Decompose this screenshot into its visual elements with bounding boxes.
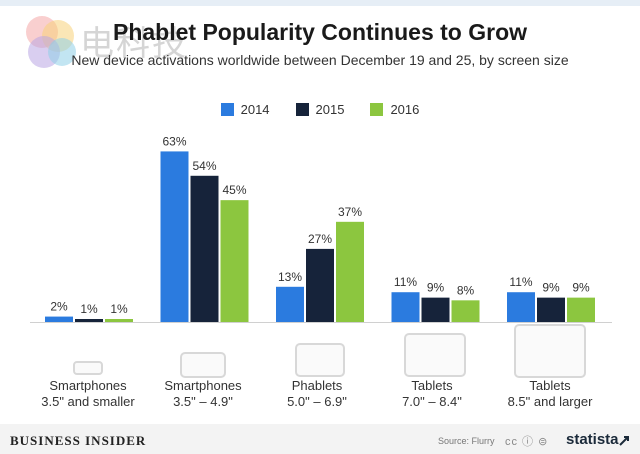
- data-label-2015: 9%: [542, 281, 560, 295]
- category-size: 3.5" – 4.9": [173, 394, 233, 409]
- source-note: Source: Flurry: [438, 436, 495, 446]
- legend-label-2015: 2015: [315, 102, 345, 117]
- data-label-2015: 54%: [192, 159, 216, 173]
- legend-swatch-2014: [220, 103, 234, 116]
- small-tablet-icon: [404, 333, 466, 377]
- category-label: Phablets 5.0" – 6.9": [257, 378, 377, 410]
- footer-bar: [0, 424, 640, 454]
- license-icons: cc ⓘ ⊜: [505, 436, 549, 448]
- category-label: Smartphones 3.5" and smaller: [28, 378, 148, 410]
- legend-item-2015: 2015: [295, 102, 345, 117]
- data-label-2016: 1%: [110, 302, 128, 316]
- data-label-2014: 11%: [394, 275, 417, 289]
- category-size: 3.5" and smaller: [41, 394, 135, 409]
- category-label: Tablets 7.0" – 8.4": [372, 378, 492, 410]
- category-name: Phablets: [291, 378, 343, 393]
- data-label-2014: 13%: [278, 270, 302, 284]
- bar-2014: [391, 292, 420, 322]
- bar-2014: [160, 151, 189, 322]
- statista-mark-icon: [619, 436, 629, 446]
- category-name: Smartphones: [49, 378, 127, 393]
- data-label-2014: 63%: [162, 134, 186, 148]
- legend: 2014 2015 2016: [0, 102, 640, 117]
- data-label-2014: 2%: [50, 300, 68, 314]
- data-label-2016: 37%: [338, 205, 362, 219]
- data-label-2014: 11%: [509, 275, 532, 289]
- data-label-2016: 8%: [457, 283, 475, 297]
- bar-2016: [567, 297, 595, 322]
- statista-logo: statista: [566, 431, 619, 448]
- category-size: 5.0" – 6.9": [287, 394, 347, 409]
- data-label-2015: 9%: [427, 281, 445, 295]
- legend-label-2016: 2016: [390, 102, 420, 117]
- category-label: Smartphones 3.5" – 4.9": [143, 378, 263, 410]
- bar-2016: [336, 221, 364, 322]
- legend-swatch-2015: [295, 103, 309, 116]
- data-label-2015: 27%: [308, 232, 332, 246]
- bar-2015: [75, 319, 103, 322]
- bar-2015: [190, 175, 219, 322]
- bar-2016: [220, 200, 249, 322]
- category-label: Tablets 8.5" and larger: [490, 378, 610, 410]
- data-label-2016: 9%: [572, 281, 590, 295]
- large-tablet-icon: [514, 324, 586, 378]
- watermark-text: 电科技: [80, 24, 188, 64]
- data-label-2016: 45%: [222, 183, 246, 197]
- bar-2015: [421, 297, 450, 322]
- legend-swatch-2016: [370, 103, 384, 116]
- legend-item-2016: 2016: [370, 102, 419, 117]
- top-band: [0, 0, 640, 6]
- small-phone-icon: [73, 361, 103, 375]
- bar-2014: [45, 316, 73, 322]
- category-size: 8.5" and larger: [507, 394, 593, 409]
- bar-2014: [276, 286, 304, 322]
- chart-title: Phablet Popularity Continues to Grow: [112, 19, 528, 45]
- legend-item-2014: 2014: [220, 102, 270, 117]
- watermark-logo-icon: [26, 16, 76, 68]
- chart-subtitle: New device activations worldwide between…: [71, 52, 569, 68]
- category-size: 7.0" – 8.4": [402, 394, 462, 409]
- bar-2016: [451, 300, 480, 322]
- data-label-2015: 1%: [80, 302, 98, 316]
- bar-2014: [507, 292, 535, 322]
- bar-2015: [306, 248, 334, 322]
- category-name: Smartphones: [164, 378, 242, 393]
- business-insider-logo: BUSINESS INSIDER: [10, 433, 147, 448]
- phablet-icon: [295, 343, 345, 377]
- category-name: Tablets: [529, 378, 571, 393]
- phone-icon: [180, 352, 226, 378]
- bar-2015: [537, 297, 565, 322]
- bar-2016: [105, 319, 133, 322]
- category-name: Tablets: [411, 378, 453, 393]
- legend-label-2014: 2014: [240, 102, 270, 117]
